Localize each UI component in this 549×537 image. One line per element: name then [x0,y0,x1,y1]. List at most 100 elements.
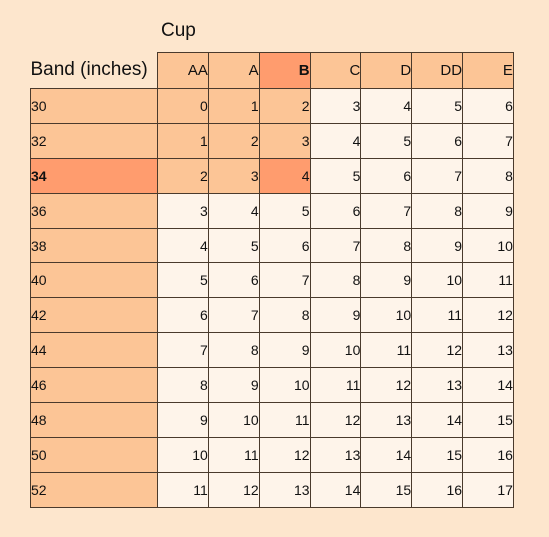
size-cell[interactable]: 3 [157,192,209,229]
size-cell[interactable]: 4 [157,227,209,264]
band-cell[interactable]: 36 [30,192,158,229]
size-cell[interactable]: 8 [411,192,464,229]
band-cell[interactable]: 48 [30,402,158,438]
size-cell[interactable]: 12 [462,297,514,334]
band-cell[interactable]: 44 [30,332,158,369]
size-cell[interactable]: 11 [207,436,260,473]
size-cell[interactable]: 11 [462,262,514,299]
size-cell[interactable]: 14 [411,402,464,438]
size-cell[interactable]: 13 [411,367,464,404]
cup-header-aa[interactable]: AA [157,52,209,89]
size-cell[interactable]: 9 [157,402,209,438]
size-cell[interactable]: 9 [309,297,362,334]
cup-header-b[interactable]: B [258,52,311,89]
size-cell[interactable]: 3 [258,122,311,159]
size-cell[interactable]: 4 [309,122,362,159]
size-cell[interactable]: 8 [207,332,260,369]
band-cell[interactable]: 52 [30,471,158,508]
size-cell[interactable]: 8 [360,227,413,264]
size-cell[interactable]: 13 [309,436,362,473]
size-cell[interactable]: 9 [411,227,464,264]
band-cell[interactable]: 46 [30,367,158,404]
size-cell[interactable]: 7 [360,192,413,229]
size-cell[interactable]: 2 [207,122,260,159]
band-cell[interactable]: 34 [30,157,158,194]
size-cell[interactable]: 2 [157,157,209,194]
size-cell[interactable]: 14 [462,367,514,404]
size-cell[interactable]: 10 [360,297,413,334]
size-cell[interactable]: 11 [411,297,464,334]
size-cell[interactable]: 1 [157,122,209,159]
size-cell[interactable]: 9 [207,367,260,404]
size-cell[interactable]: 15 [360,471,413,508]
size-cell[interactable]: 11 [309,367,362,404]
size-cell[interactable]: 16 [462,436,514,473]
size-cell[interactable]: 10 [309,332,362,369]
size-cell[interactable]: 10 [411,262,464,299]
size-cell[interactable]: 7 [258,262,311,299]
band-cell[interactable]: 42 [30,297,158,334]
size-cell[interactable]: 9 [462,192,514,229]
band-cell[interactable]: 38 [30,227,158,264]
size-cell[interactable]: 6 [360,157,413,194]
size-cell[interactable]: 0 [157,88,209,124]
size-cell[interactable]: 8 [309,262,362,299]
size-cell[interactable]: 5 [258,192,311,229]
size-cell[interactable]: 12 [360,367,413,404]
size-cell[interactable]: 14 [360,436,413,473]
band-cell[interactable]: 40 [30,262,158,299]
size-cell[interactable]: 7 [157,332,209,369]
size-cell[interactable]: 7 [207,297,260,334]
size-cell[interactable]: 16 [411,471,464,508]
size-cell[interactable]: 13 [258,471,311,508]
band-cell[interactable]: 50 [30,436,158,473]
size-cell[interactable]: 7 [309,227,362,264]
size-cell[interactable]: 4 [360,88,413,124]
size-cell[interactable]: 5 [360,122,413,159]
size-cell[interactable]: 5 [411,88,464,124]
size-cell[interactable]: 8 [157,367,209,404]
size-cell[interactable]: 10 [157,436,209,473]
size-cell[interactable]: 15 [462,402,514,438]
size-cell[interactable]: 13 [462,332,514,369]
size-cell[interactable]: 6 [157,297,209,334]
size-cell[interactable]: 17 [462,471,514,508]
cup-header-c[interactable]: C [309,52,362,89]
size-cell[interactable]: 1 [207,88,260,124]
size-cell[interactable]: 9 [258,332,311,369]
size-cell[interactable]: 6 [309,192,362,229]
size-cell[interactable]: 6 [411,122,464,159]
size-cell[interactable]: 5 [309,157,362,194]
cup-header-dd[interactable]: DD [411,52,464,89]
size-cell[interactable]: 12 [309,402,362,438]
size-cell[interactable]: 6 [258,227,311,264]
cup-header-d[interactable]: D [360,52,413,89]
size-cell[interactable]: 11 [157,471,209,508]
size-cell[interactable]: 6 [207,262,260,299]
size-cell[interactable]: 11 [258,402,311,438]
size-cell[interactable]: 15 [411,436,464,473]
size-cell[interactable]: 5 [157,262,209,299]
size-cell[interactable]: 4 [207,192,260,229]
size-cell[interactable]: 7 [462,122,514,159]
size-cell[interactable]: 8 [462,157,514,194]
size-cell[interactable]: 10 [258,367,311,404]
size-cell[interactable]: 3 [309,88,362,124]
size-cell[interactable]: 3 [207,157,260,194]
size-cell[interactable]: 7 [411,157,464,194]
cup-header-a[interactable]: A [207,52,260,89]
band-cell[interactable]: 32 [30,122,158,159]
size-cell[interactable]: 12 [258,436,311,473]
size-cell[interactable]: 12 [207,471,260,508]
size-cell[interactable]: 14 [309,471,362,508]
size-cell[interactable]: 12 [411,332,464,369]
cup-header-e[interactable]: E [462,52,514,89]
band-cell[interactable]: 30 [30,88,158,124]
size-cell[interactable]: 4 [258,157,311,194]
size-cell[interactable]: 8 [258,297,311,334]
size-cell[interactable]: 9 [360,262,413,299]
size-cell[interactable]: 5 [207,227,260,264]
size-cell[interactable]: 6 [462,88,514,124]
size-cell[interactable]: 11 [360,332,413,369]
size-cell[interactable]: 13 [360,402,413,438]
